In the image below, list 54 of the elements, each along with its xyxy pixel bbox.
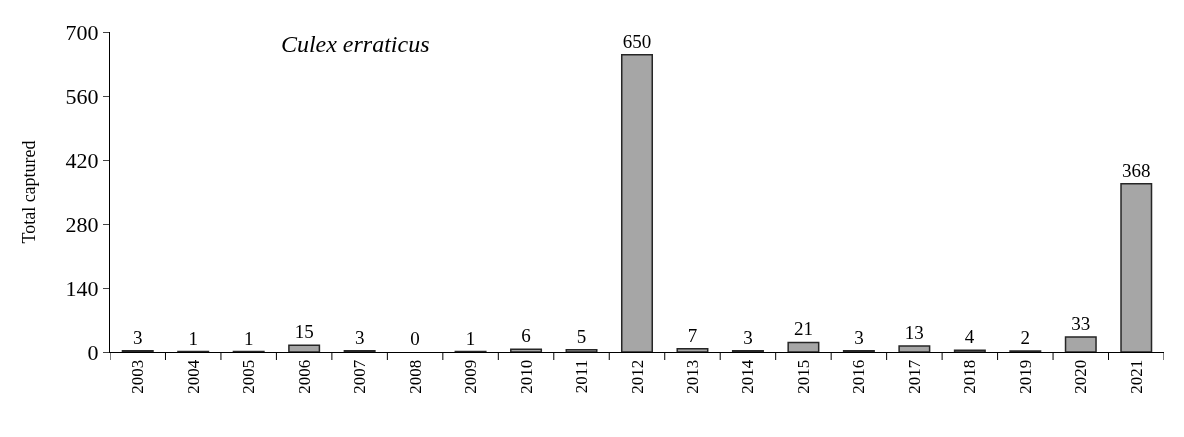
bar <box>676 348 709 352</box>
x-tick-label: 2008 <box>405 359 425 394</box>
bar <box>288 344 321 352</box>
bar <box>620 54 654 352</box>
data-label: 3 <box>132 326 143 348</box>
bar <box>1064 336 1097 352</box>
bar <box>1120 183 1153 352</box>
x-tick-label: 2017 <box>904 359 924 394</box>
y-tick-label: 420 <box>65 147 99 173</box>
x-tick-label: 2013 <box>682 359 702 394</box>
y-tick-label: 140 <box>65 275 99 301</box>
chart-title: Culex erraticus <box>280 30 430 57</box>
x-tick-label: 2007 <box>350 359 370 394</box>
x-tick-label: 2018 <box>960 359 980 394</box>
x-tick-label: 2012 <box>627 359 647 394</box>
data-label: 650 <box>622 30 652 52</box>
x-tick-label: 2020 <box>1071 359 1091 394</box>
data-label: 3 <box>743 326 753 348</box>
data-label: 21 <box>793 318 813 340</box>
x-tick-label: 2005 <box>239 359 259 394</box>
data-label: 1 <box>188 327 198 349</box>
data-label: 13 <box>904 322 924 344</box>
y-axis-title: Total captured <box>18 140 39 244</box>
data-label: 0 <box>410 328 420 349</box>
data-label: 1 <box>243 327 254 349</box>
bar <box>898 345 931 352</box>
data-label: 368 <box>1122 159 1151 181</box>
data-label: 4 <box>964 326 975 348</box>
data-label: 6 <box>521 325 531 347</box>
data-label: 7 <box>687 324 698 346</box>
x-tick-label: 2004 <box>183 359 203 394</box>
data-label: 3 <box>854 326 864 348</box>
data-label: 15 <box>294 321 314 343</box>
data-label: 2 <box>1020 327 1031 349</box>
x-tick-label: 2011 <box>572 359 592 394</box>
x-tick-label: 2016 <box>849 359 869 394</box>
bar <box>565 348 598 352</box>
x-tick-label: 2021 <box>1126 359 1146 394</box>
x-tick-label: 2010 <box>516 359 536 394</box>
y-tick-label: 0 <box>87 339 99 365</box>
data-label: 5 <box>576 325 587 347</box>
x-tick-label: 2014 <box>738 359 758 394</box>
x-tick-label: 2006 <box>294 359 314 394</box>
bar <box>787 341 820 352</box>
x-tick-label: 2019 <box>1015 359 1035 394</box>
x-tick-label: 2003 <box>128 359 148 394</box>
data-label: 3 <box>354 326 365 348</box>
y-tick-label: 700 <box>65 19 99 45</box>
y-tick-label: 560 <box>65 83 99 109</box>
y-tick-label: 280 <box>65 211 99 237</box>
x-tick-label: 2015 <box>793 359 813 394</box>
x-tick-label: 2009 <box>461 359 481 394</box>
data-label: 1 <box>465 327 476 349</box>
data-label: 33 <box>1071 312 1091 334</box>
